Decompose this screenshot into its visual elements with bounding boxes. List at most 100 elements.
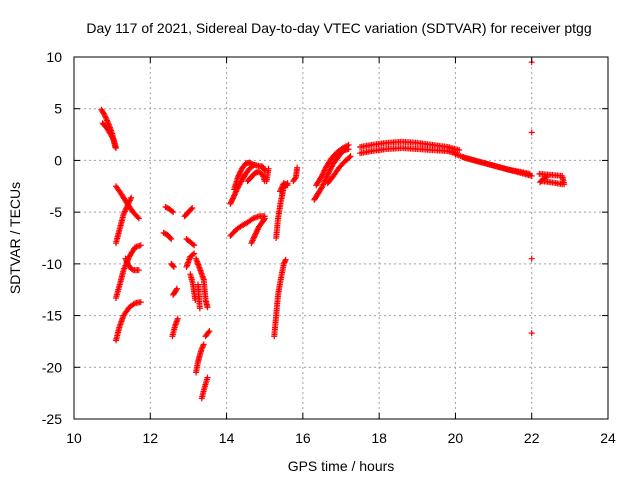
data-point-marker — [250, 234, 257, 241]
y-tick-label: 0 — [54, 152, 62, 168]
data-point-marker — [278, 185, 285, 192]
data-point-marker — [189, 241, 196, 248]
y-tick-label: 5 — [54, 101, 62, 117]
data-point-marker — [528, 330, 535, 337]
data-point-marker — [345, 141, 352, 148]
data-point-marker — [168, 236, 175, 243]
data-point-marker — [123, 258, 130, 265]
data-point-marker — [559, 181, 566, 188]
data-point-marker — [137, 299, 144, 306]
data-point-marker — [543, 173, 550, 180]
data-point-marker — [127, 196, 134, 203]
x-axis-label: GPS time / hours — [288, 458, 395, 474]
data-point-marker — [124, 259, 131, 266]
data-point-marker — [189, 251, 196, 258]
x-tick-label: 16 — [295, 430, 311, 446]
data-point-marker — [230, 193, 237, 200]
data-point-marker — [319, 171, 326, 178]
data-point-marker — [191, 242, 198, 249]
data-point-marker — [189, 205, 196, 212]
data-point-marker — [235, 173, 242, 180]
data-point-marker — [121, 208, 128, 215]
y-axis-label: SDTVAR / TECUs — [7, 182, 23, 294]
data-point-marker — [173, 285, 180, 292]
data-point-marker — [200, 341, 207, 348]
x-tick-label: 12 — [142, 430, 158, 446]
data-point-marker — [123, 205, 130, 212]
y-tick-label: -15 — [42, 308, 62, 324]
x-tick-label: 20 — [448, 430, 464, 446]
data-point-marker — [456, 147, 463, 154]
data-point-marker — [324, 171, 331, 178]
data-point-marker — [253, 229, 260, 236]
y-tick-label: -25 — [42, 411, 62, 427]
data-point-marker — [170, 263, 177, 270]
data-point-marker — [318, 172, 325, 179]
data-point-marker — [319, 182, 326, 189]
y-tick-label: -5 — [50, 204, 63, 220]
data-point-marker — [204, 304, 211, 311]
data-point-marker — [100, 110, 107, 117]
data-point-marker — [261, 216, 268, 223]
data-point-marker — [252, 230, 259, 237]
data-point-marker — [206, 328, 213, 335]
data-point-marker — [120, 211, 127, 218]
data-point-marker — [325, 170, 332, 177]
data-point-marker — [277, 187, 284, 194]
data-point-marker — [249, 237, 256, 244]
data-point-marker — [205, 329, 212, 336]
data-point-marker — [249, 238, 255, 245]
axis-ticks: 10 12 14 16 18 20 22 24 10 5 0 -5 -10 -15 -20 -25 — [42, 49, 616, 446]
data-point-marker — [170, 209, 177, 216]
data-point-marker — [228, 198, 235, 205]
data-point-marker — [347, 153, 354, 160]
data-point-marker — [281, 259, 288, 266]
data-point-marker — [278, 184, 285, 191]
data-point-marker — [321, 167, 328, 174]
data-point-marker — [261, 166, 268, 173]
data-point-marker — [528, 255, 535, 262]
data-point-marker — [128, 194, 135, 201]
data-point-marker — [173, 286, 180, 293]
grid-lines — [74, 57, 608, 419]
data-point-marker — [265, 165, 272, 172]
y-tick-label: 10 — [46, 49, 62, 65]
data-point-marker — [254, 227, 261, 234]
chart-title: Day 117 of 2021, Sidereal Day-to-day VTE… — [86, 20, 591, 36]
data-point-marker — [252, 231, 259, 238]
data-point-marker — [282, 258, 289, 265]
data-point-marker — [103, 116, 110, 123]
data-point-marker — [104, 118, 111, 125]
data-point-marker — [122, 207, 129, 214]
data-points — [98, 59, 568, 402]
data-point-marker — [284, 182, 291, 189]
data-point-marker — [204, 374, 211, 381]
data-point-marker — [229, 196, 236, 203]
data-point-marker — [324, 173, 331, 180]
data-point-marker — [236, 171, 243, 178]
data-point-marker — [318, 185, 325, 192]
data-point-marker — [346, 154, 353, 161]
data-point-marker — [282, 256, 289, 263]
data-point-marker — [199, 344, 206, 351]
x-tick-label: 24 — [600, 430, 616, 446]
data-point-marker — [191, 250, 198, 257]
y-tick-label: -20 — [42, 359, 62, 375]
data-point-marker — [292, 175, 299, 182]
data-point-marker — [102, 113, 109, 120]
data-point-marker — [526, 170, 533, 177]
data-point-marker — [323, 174, 330, 181]
x-tick-label: 10 — [66, 430, 82, 446]
data-point-marker — [237, 168, 244, 175]
data-point-marker — [294, 164, 301, 171]
data-point-marker — [198, 345, 205, 352]
data-point-marker — [283, 181, 290, 188]
data-point-marker — [236, 169, 243, 176]
data-point-marker — [528, 129, 535, 136]
data-point-marker — [320, 168, 327, 175]
data-point-marker — [188, 206, 195, 213]
data-point-marker — [104, 117, 111, 124]
data-point-marker — [248, 240, 255, 247]
data-point-marker — [170, 262, 177, 269]
